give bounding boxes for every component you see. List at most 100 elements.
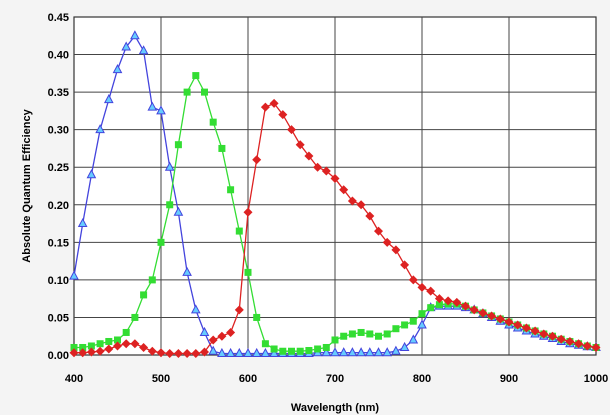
- data-point: [208, 335, 218, 345]
- y-tick-label: 0.35: [48, 87, 69, 99]
- series-layer: [69, 30, 601, 358]
- data-point: [164, 161, 175, 171]
- data-point: [130, 30, 140, 40]
- data-point: [174, 141, 182, 149]
- data-point: [357, 328, 365, 336]
- data-point: [77, 217, 88, 228]
- data-point: [330, 347, 340, 357]
- data-point: [192, 72, 200, 80]
- y-tick-label: 0.05: [48, 312, 69, 324]
- data-point: [391, 245, 401, 255]
- data-point: [173, 348, 183, 358]
- data-point: [252, 155, 262, 165]
- data-point: [225, 347, 236, 357]
- data-point: [148, 276, 156, 284]
- data-point: [548, 331, 557, 341]
- x-tick-label: 600: [239, 373, 257, 385]
- data-point: [78, 348, 88, 358]
- data-point: [296, 347, 304, 355]
- data-point: [103, 94, 114, 104]
- data-point: [227, 186, 235, 194]
- data-point: [157, 238, 165, 246]
- y-tick-label: 0.15: [48, 237, 69, 249]
- data-point: [434, 294, 444, 304]
- grid: [73, 16, 597, 356]
- data-point: [69, 270, 79, 280]
- data-point: [287, 125, 296, 135]
- x-tick-label: 500: [152, 373, 170, 385]
- data-point: [365, 211, 375, 221]
- data-point: [504, 317, 514, 327]
- data-point: [260, 102, 270, 112]
- data-point: [356, 200, 366, 210]
- data-point: [156, 105, 166, 115]
- data-point: [495, 314, 505, 324]
- data-point: [79, 343, 87, 351]
- data-point: [591, 342, 601, 352]
- data-point: [191, 348, 201, 358]
- data-point: [244, 268, 252, 276]
- data-point: [199, 326, 210, 336]
- data-point: [104, 344, 114, 354]
- y-tick-label: 0.10: [48, 275, 69, 287]
- data-point: [86, 347, 96, 357]
- data-point: [234, 305, 244, 315]
- data-point: [364, 347, 375, 357]
- data-point: [338, 347, 349, 357]
- data-point: [339, 185, 349, 195]
- data-point: [383, 330, 391, 338]
- data-point: [182, 348, 192, 358]
- data-point: [417, 319, 427, 329]
- data-point: [356, 347, 366, 357]
- data-point: [321, 166, 331, 176]
- data-point: [95, 124, 105, 134]
- data-point: [140, 291, 148, 299]
- data-point: [209, 118, 217, 126]
- data-point: [382, 237, 392, 247]
- data-point: [340, 332, 348, 340]
- data-point: [330, 173, 340, 183]
- data-point: [131, 313, 139, 321]
- data-point: [114, 336, 121, 344]
- x-tick-label: 900: [500, 373, 518, 385]
- tick-labels: 400 500 600 700 800 900 1000 0.00 0.05 0.10 0.15 0.…: [48, 12, 609, 385]
- data-point: [452, 297, 462, 307]
- data-point: [200, 347, 209, 357]
- data-point: [391, 345, 401, 355]
- data-point: [565, 336, 575, 346]
- data-point: [401, 321, 409, 329]
- data-point: [190, 304, 201, 314]
- data-point: [86, 169, 97, 179]
- x-tick-label: 800: [413, 373, 431, 385]
- data-point: [574, 339, 584, 349]
- y-tick-label: 0.45: [48, 12, 69, 24]
- data-point: [408, 275, 418, 285]
- y-axis-title: Absolute Quantum Efficiency: [21, 108, 33, 262]
- data-point: [487, 311, 497, 321]
- data-point: [270, 345, 278, 353]
- data-point: [260, 347, 271, 357]
- data-point: [382, 347, 393, 357]
- data-point: [147, 346, 157, 356]
- data-point: [208, 345, 219, 355]
- data-point: [374, 226, 383, 236]
- data-point: [217, 347, 227, 357]
- data-point: [366, 330, 374, 338]
- data-point: [113, 341, 122, 351]
- y-tick-label: 0.30: [48, 125, 69, 137]
- data-point: [121, 339, 131, 349]
- data-point: [331, 336, 339, 344]
- x-axis-title: Wavelength (nm): [291, 402, 380, 414]
- data-point: [69, 348, 79, 358]
- data-point: [96, 340, 104, 348]
- data-point: [182, 266, 192, 276]
- data-point: [304, 151, 314, 161]
- data-point: [418, 310, 426, 318]
- data-point: [313, 162, 323, 172]
- data-point: [261, 340, 269, 348]
- data-point: [217, 331, 227, 341]
- data-point: [521, 323, 531, 333]
- data-point: [461, 301, 470, 311]
- data-point: [399, 341, 410, 351]
